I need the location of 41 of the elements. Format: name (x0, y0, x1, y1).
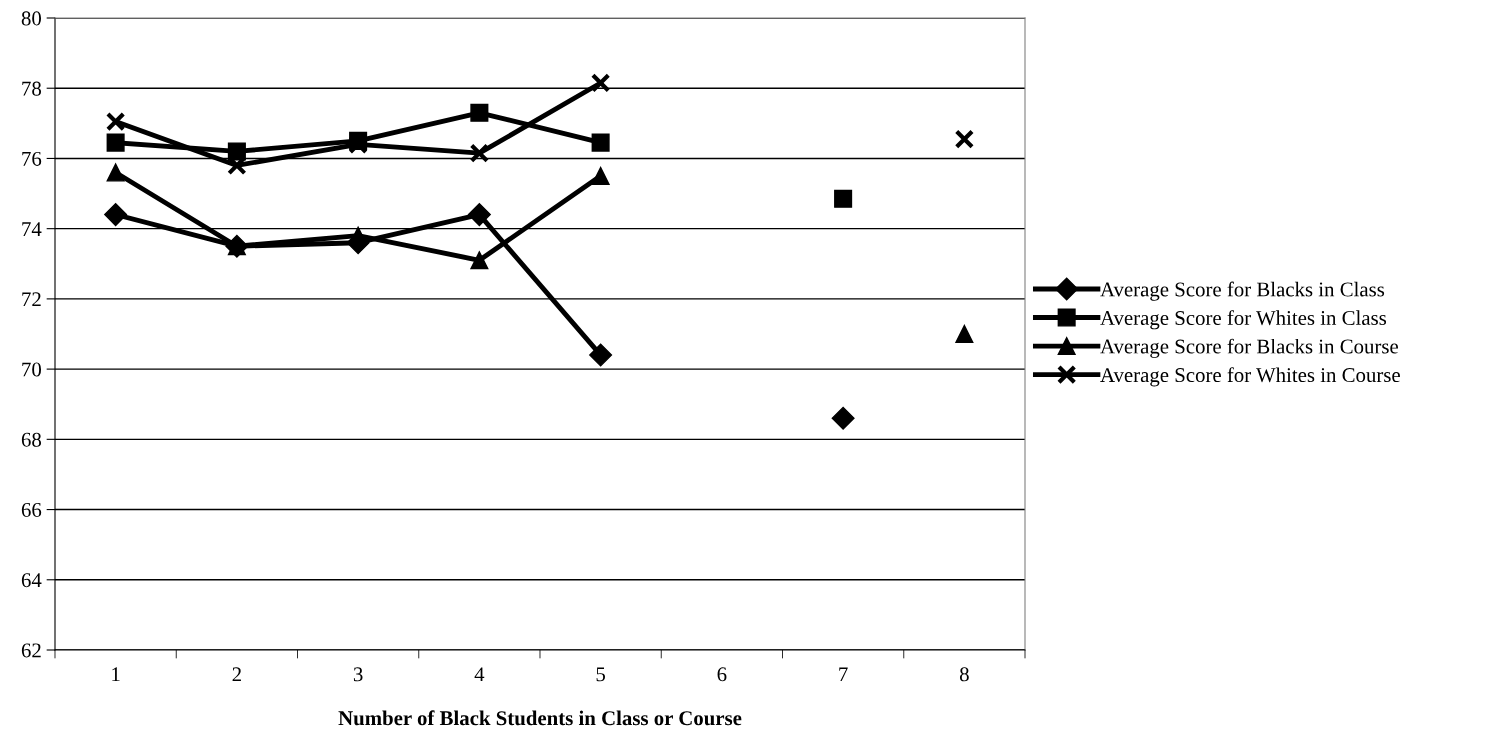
point (467, 203, 491, 227)
y-tick-label: 70 (22, 362, 42, 377)
y-tick-label: 72 (22, 292, 41, 307)
point (591, 133, 610, 152)
point (834, 189, 853, 208)
point (106, 133, 125, 152)
x-tick-label: 7 (839, 667, 848, 682)
point (470, 103, 489, 122)
x-tick-label: 5 (596, 667, 606, 682)
legend-label: Average Score for Whites in Course (1100, 367, 1400, 387)
x-tick-label: 1 (112, 667, 120, 682)
point (591, 166, 610, 186)
legend-label: Average Score for Blacks in Class (1100, 281, 1385, 301)
point (469, 143, 490, 163)
x-axis-title: Number of Black Students in Class or Course (338, 710, 742, 726)
y-tick-label: 62 (21, 643, 41, 658)
point (590, 73, 611, 93)
y-tick-label: 78 (22, 81, 42, 96)
y-tick-label: 68 (21, 432, 42, 447)
x-tick-label: 3 (353, 667, 363, 682)
x-tick-label: 6 (717, 667, 727, 682)
x-tick-label: 2 (232, 667, 241, 682)
point (470, 251, 489, 270)
x-tick-label: 8 (959, 667, 969, 682)
point (227, 142, 246, 161)
point (106, 163, 125, 182)
y-tick-label: 76 (22, 151, 42, 166)
y-tick-label: 74 (22, 222, 42, 236)
point (955, 324, 974, 344)
legend-label: Average Score for Whites in Class (1100, 310, 1387, 330)
point (954, 129, 975, 149)
x-tick-label: 4 (474, 667, 485, 682)
point (104, 203, 128, 227)
y-tick-label: 64 (21, 573, 42, 588)
point (831, 406, 855, 430)
y-tick-label: 66 (21, 502, 42, 517)
point (589, 343, 613, 367)
point (105, 111, 126, 132)
point (348, 134, 368, 155)
legend-label: Average Score for Blacks in Course (1100, 338, 1398, 358)
y-tick-label: 80 (21, 11, 42, 26)
